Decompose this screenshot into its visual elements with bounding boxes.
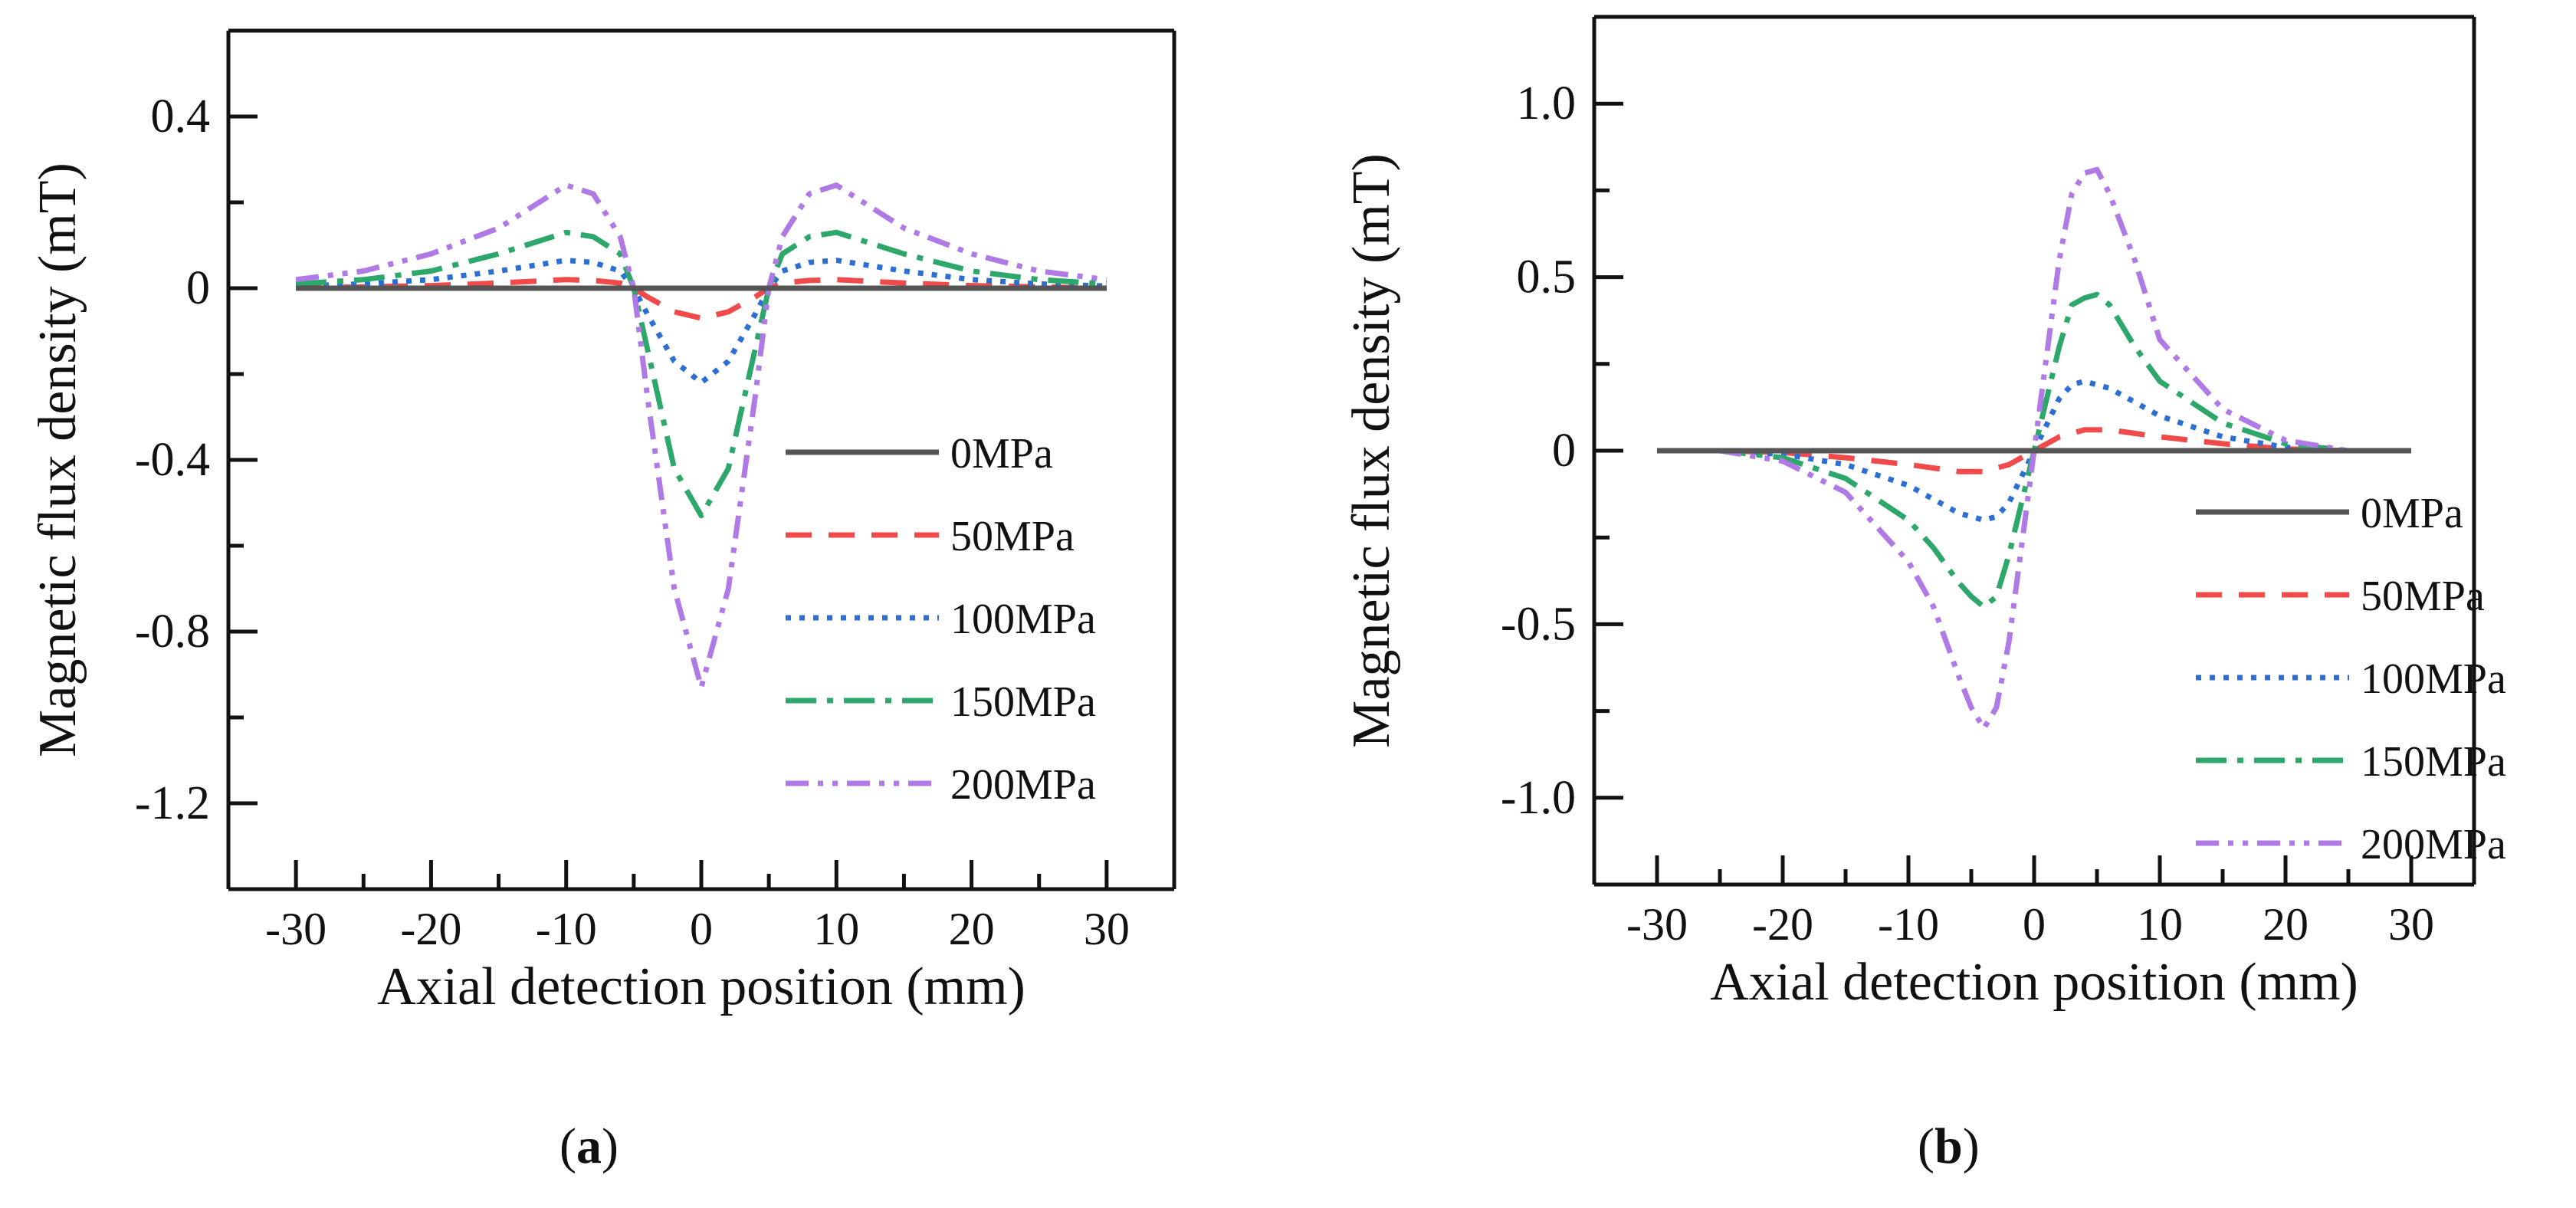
x-tick-label: -10 bbox=[536, 904, 597, 954]
x-axis-label: Axial detection position (mm) bbox=[1710, 953, 2358, 1012]
legend-label: 200MPa bbox=[2361, 821, 2506, 868]
chart-b: -30 -20 -10 0 10 20 30 1.0 0.5 0 -0.5 -1.0 Axial det… bbox=[1342, 15, 2506, 1012]
x-tick-label: -10 bbox=[1878, 899, 1939, 950]
x-axis-label: Axial detection position (mm) bbox=[377, 957, 1025, 1016]
x-tick-label: -30 bbox=[265, 904, 327, 954]
y-tick-label: 0.4 bbox=[151, 90, 211, 143]
series-line-150mpa bbox=[295, 229, 1108, 519]
panel-label-b: (b) bbox=[1918, 1118, 1980, 1174]
y-tick-label: -0.4 bbox=[135, 434, 210, 486]
y-axis-label: Magnetic flux density (mT) bbox=[28, 162, 87, 757]
x-tick-label: -30 bbox=[1626, 899, 1688, 950]
legend-label: 150MPa bbox=[2361, 738, 2506, 786]
chart-panel-b: -30 -20 -10 0 10 20 30 1.0 0.5 0 -0.5 -1.0 Axial det… bbox=[1288, 0, 2576, 1204]
legend-label: 150MPa bbox=[950, 678, 1096, 726]
legend-label: 100MPa bbox=[950, 596, 1096, 643]
x-tick-label: 30 bbox=[2388, 899, 2434, 950]
legend-label: 200MPa bbox=[950, 761, 1096, 809]
y-tick-label: 0 bbox=[1552, 425, 1576, 477]
x-tick-label: -20 bbox=[1752, 899, 1813, 950]
x-tick-label: 20 bbox=[2263, 899, 2309, 950]
y-tick-label: -0.8 bbox=[135, 606, 210, 658]
chart-a: -30 -20 -10 0 10 20 30 0.4 0 -0.4 -0.8 -1.2 Axial de… bbox=[28, 28, 1176, 1016]
x-tick-label: 0 bbox=[690, 904, 713, 954]
x-tick-label: -20 bbox=[400, 904, 461, 954]
legend-label: 100MPa bbox=[2361, 655, 2506, 703]
x-tick-label: 10 bbox=[813, 904, 859, 954]
chart-panel-a: -30 -20 -10 0 10 20 30 0.4 0 -0.4 -0.8 -1.2 Axial de… bbox=[0, 0, 1288, 1204]
y-tick-label: 0.5 bbox=[1517, 251, 1577, 304]
y-tick-label: -1.2 bbox=[135, 777, 210, 829]
series-line-100mpa bbox=[295, 258, 1108, 386]
series-line-200mpa bbox=[295, 182, 1108, 691]
legend-label: 50MPa bbox=[950, 513, 1075, 560]
legend-label: 0MPa bbox=[950, 430, 1053, 478]
series-line-50mpa bbox=[1657, 427, 2411, 474]
y-tick-label: 1.0 bbox=[1517, 77, 1577, 130]
y-tick-label: -1.0 bbox=[1501, 772, 1576, 824]
y-axis-label: Magnetic flux density (mT) bbox=[1342, 153, 1401, 748]
y-tick-label: 0 bbox=[186, 262, 210, 314]
series-line-50mpa bbox=[296, 277, 1107, 321]
x-tick-label: 10 bbox=[2137, 899, 2183, 950]
legend-label: 50MPa bbox=[2361, 573, 2485, 620]
x-tick-label: 0 bbox=[2023, 899, 2046, 950]
legend-label: 0MPa bbox=[2361, 490, 2463, 537]
panel-label-a: (a) bbox=[560, 1118, 619, 1174]
x-tick-label: 20 bbox=[949, 904, 995, 954]
x-tick-label: 30 bbox=[1084, 904, 1130, 954]
y-tick-label: -0.5 bbox=[1501, 598, 1576, 650]
